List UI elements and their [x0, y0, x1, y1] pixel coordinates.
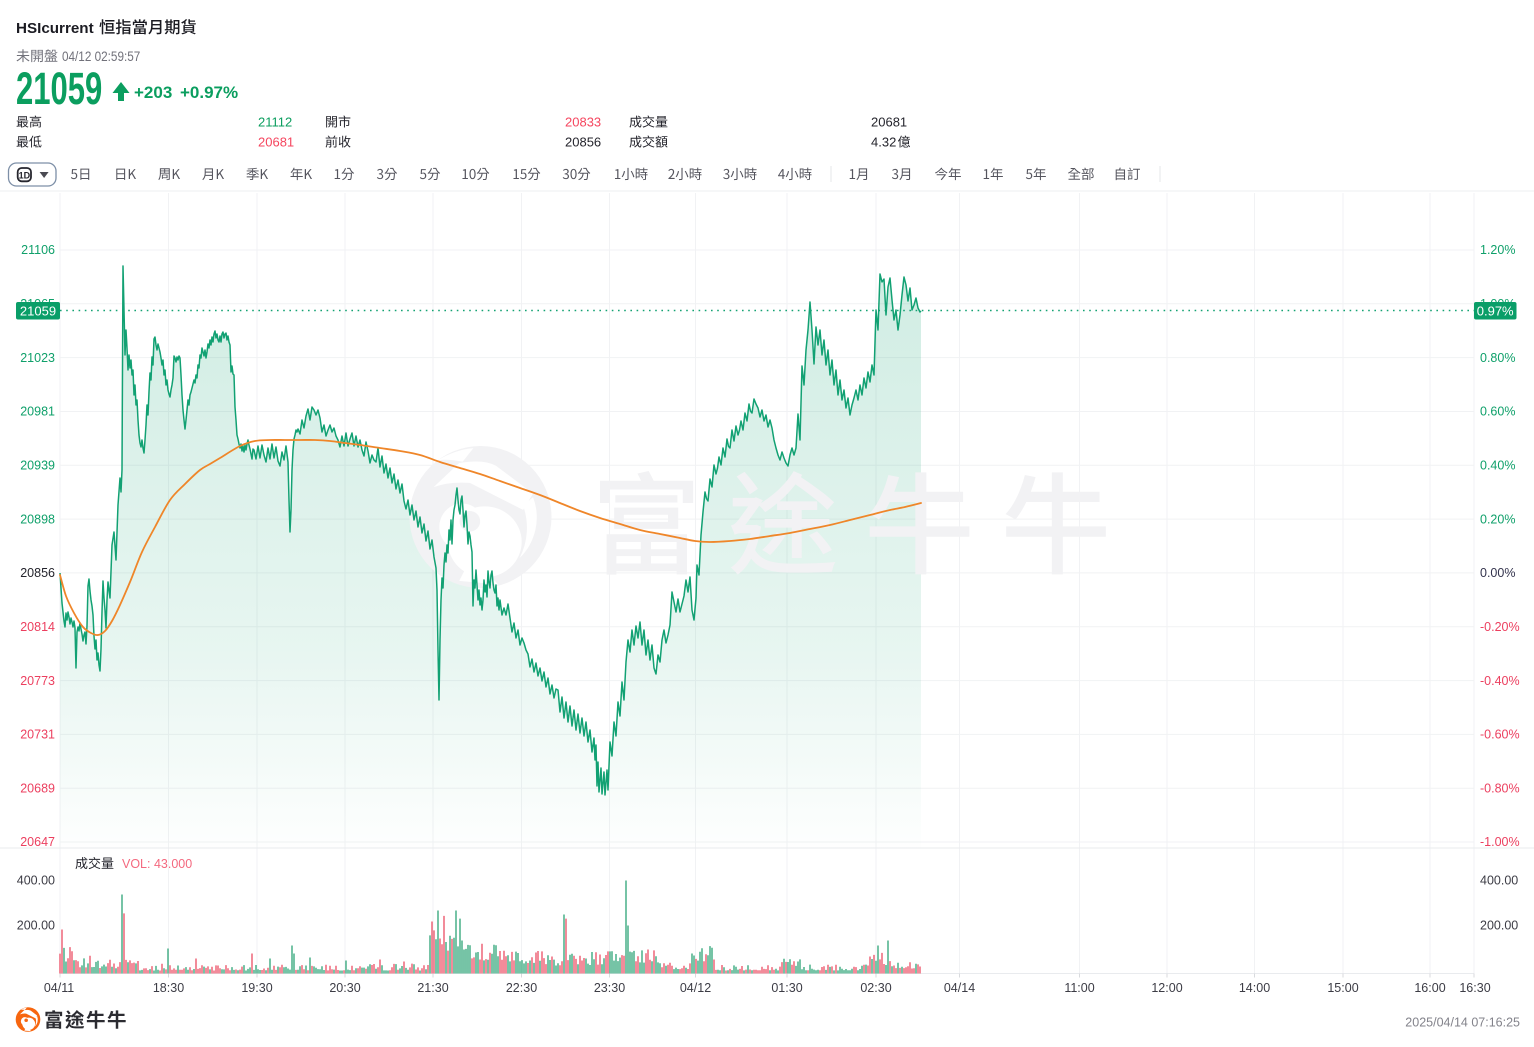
svg-text:04/11: 04/11	[44, 981, 74, 995]
svg-text:VOL: 43.000: VOL: 43.000	[122, 857, 192, 871]
svg-text:04/14: 04/14	[944, 981, 975, 995]
svg-text:20731: 20731	[20, 728, 55, 742]
svg-text:200.00: 200.00	[1480, 919, 1518, 933]
svg-text:20898: 20898	[20, 512, 55, 526]
svg-text:20981: 20981	[20, 405, 55, 419]
svg-text:0.40%: 0.40%	[1480, 458, 1515, 472]
svg-text:200.00: 200.00	[17, 919, 55, 933]
svg-text:20856: 20856	[20, 566, 55, 580]
svg-text:16:00: 16:00	[1414, 981, 1445, 995]
svg-text:-0.40%: -0.40%	[1480, 674, 1520, 688]
svg-text:18:30: 18:30	[153, 981, 184, 995]
svg-text:21106: 21106	[21, 243, 55, 257]
svg-text:21112: 21112	[258, 115, 292, 130]
svg-text:12:00: 12:00	[1151, 981, 1182, 995]
svg-text:01:30: 01:30	[771, 981, 802, 995]
svg-text:20773: 20773	[20, 674, 55, 688]
svg-text:+203: +203	[134, 83, 172, 102]
svg-text:-0.80%: -0.80%	[1480, 781, 1520, 795]
svg-text:0.97%: 0.97%	[1477, 304, 1514, 319]
svg-text:22:30: 22:30	[506, 981, 537, 995]
svg-text:20833: 20833	[565, 115, 601, 130]
svg-text:02:30: 02:30	[860, 981, 891, 995]
svg-text:21059: 21059	[16, 64, 102, 114]
svg-text:23:30: 23:30	[594, 981, 625, 995]
svg-text:21023: 21023	[20, 351, 55, 365]
svg-text:-0.20%: -0.20%	[1480, 620, 1520, 634]
svg-text:HSIcurrent: HSIcurrent	[16, 20, 94, 37]
svg-text:0.20%: 0.20%	[1480, 512, 1515, 526]
svg-text:2025/04/14 07:16:25: 2025/04/14 07:16:25	[1405, 1016, 1520, 1030]
svg-text:-1.00%: -1.00%	[1480, 835, 1520, 849]
svg-text:20814: 20814	[20, 620, 55, 634]
svg-text:20647: 20647	[20, 835, 55, 849]
svg-text:14:00: 14:00	[1239, 981, 1270, 995]
svg-text:21059: 21059	[20, 304, 56, 319]
svg-text:400.00: 400.00	[1480, 874, 1518, 888]
svg-text:11:00: 11:00	[1064, 981, 1094, 995]
svg-text:-0.60%: -0.60%	[1480, 728, 1520, 742]
svg-text:20681: 20681	[871, 115, 907, 130]
svg-text:4.32: 4.32	[871, 135, 896, 150]
svg-text:20856: 20856	[565, 135, 601, 150]
svg-text:+0.97%: +0.97%	[180, 83, 238, 102]
svg-text:21:30: 21:30	[417, 981, 448, 995]
svg-text:20:30: 20:30	[329, 981, 360, 995]
svg-text:15:00: 15:00	[1327, 981, 1358, 995]
svg-text:1D: 1D	[19, 171, 31, 181]
svg-text:400.00: 400.00	[17, 874, 55, 888]
svg-text:19:30: 19:30	[241, 981, 272, 995]
svg-text:0.60%: 0.60%	[1480, 405, 1515, 419]
svg-text:0.80%: 0.80%	[1480, 351, 1515, 365]
svg-text:20681: 20681	[258, 135, 294, 150]
svg-text:04/12 02:59:57: 04/12 02:59:57	[62, 49, 140, 64]
svg-text:20939: 20939	[20, 458, 55, 472]
svg-text:04/12: 04/12	[680, 981, 711, 995]
svg-text:16:30: 16:30	[1459, 981, 1490, 995]
svg-text:20689: 20689	[20, 781, 55, 795]
svg-text:1.20%: 1.20%	[1480, 243, 1515, 257]
svg-text:0.00%: 0.00%	[1480, 566, 1515, 580]
